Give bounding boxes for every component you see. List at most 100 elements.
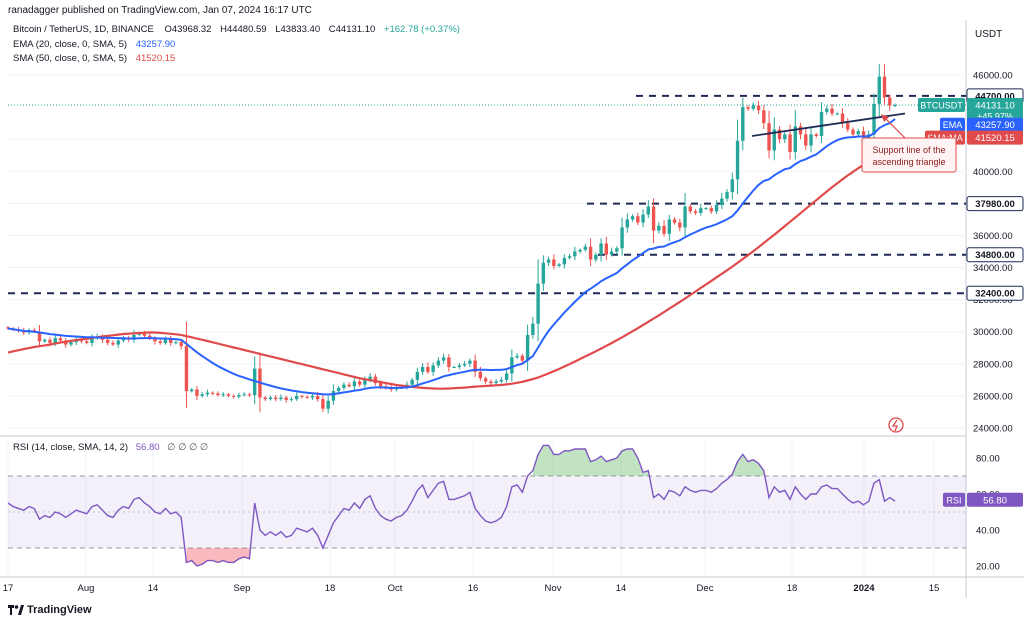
rsi-legend-value: 56.80 [135,442,160,453]
candle-body [478,371,483,379]
rsi-line [7,444,896,567]
ohlc-low: L43833.40 [275,24,321,35]
candle-body [90,338,94,343]
time-tick-label: Oct [388,583,403,594]
moving-averages [7,112,906,396]
ema-20-line [7,118,896,396]
candle-body [111,342,115,345]
candle-body [720,198,724,205]
ema-legend-value: 43257.90 [135,39,176,50]
price-tick-label: 36000.00 [973,231,1013,242]
candle-body [557,264,561,266]
ema-legend-label: EMA (20, close, 0, SMA, 5) [13,39,128,50]
candle-body [378,383,383,387]
candle-body [541,262,546,284]
ohlc-close: C44131.10 [328,24,376,35]
level-badge-text: 44700.00 [975,91,1015,102]
candle-body [305,396,309,398]
symbol-badge [918,97,965,112]
symbol-name[interactable]: Bitcoin / TetherUS, 1D, BINANCE [13,24,154,35]
tradingview-logo[interactable]: TradingView [8,604,92,616]
time-tick-label: Nov [545,583,562,594]
candle-body [636,216,640,223]
candle-body [184,346,189,392]
candle-body [846,123,850,130]
candle-body [830,108,834,114]
price-tick-label: 30000.00 [973,327,1013,338]
candle-body [872,103,876,135]
ema-name-badge-text: EMA [943,120,963,130]
level-badge [966,247,1024,263]
last-price-change: +45.97% [977,111,1013,121]
candle-body [877,76,881,104]
ema-value-badge [967,117,1023,132]
candle-body [210,392,215,394]
candle-body [43,339,47,342]
sma-50-line [7,145,896,390]
rsi-legend[interactable]: RSI (14, close, SMA, 14, 2) 56.80 ∅ ∅ ∅ … [13,442,208,453]
candle-body [861,131,866,138]
candle-body [725,192,729,199]
candle-body [662,225,666,234]
level-badge-text: 32400.00 [975,289,1015,300]
time-tick-label: 14 [616,583,627,594]
annotation-box [861,137,957,173]
event-bolt-icon [891,419,898,432]
candle-body [294,395,299,400]
candle-body [132,334,136,340]
candle-body [242,394,246,396]
rsi-value-badge-text: 56.80 [983,495,1007,506]
candle-body [594,254,598,260]
price-tick-label: 26000.00 [973,391,1013,402]
candle-body [604,243,609,255]
candle-body [48,339,52,343]
candle-body [195,389,199,396]
candle-body [888,97,892,106]
ema-legend[interactable]: EMA (20, close, 0, SMA, 5) 43257.90 [13,39,175,50]
time-tick-label: 2024 [853,583,875,594]
candle-body [69,342,73,345]
sma-legend[interactable]: SMA (50, close, 0, SMA, 5) 41520.15 [13,53,175,64]
candle-body [310,395,315,398]
rsi-tick-label: 20.00 [976,562,1000,573]
rsi-legend-extra: ∅ ∅ ∅ ∅ [167,442,209,453]
last-price-value: 44131.10 [975,100,1015,111]
candle-body [699,208,703,213]
candle-body [546,259,551,263]
candle-body [499,379,504,382]
rsi-oversold-fill [186,548,250,566]
time-tick-label: 17 [3,583,14,594]
candle-body [515,355,519,358]
candle-body [158,341,162,343]
horizontal-levels [8,94,966,295]
candle-body [525,334,530,361]
candle-body [520,355,525,361]
candle-body [840,113,845,124]
rsi-value-badge [967,492,1023,507]
candle-body [751,105,755,109]
rsi-band-fill [8,476,966,548]
candle-body [121,338,126,341]
candle-body [363,379,367,385]
time-tick-label: Sep [234,583,251,594]
candle-body [53,338,57,343]
candle-body [247,394,252,396]
candle-body [552,259,556,266]
candle-body [447,357,451,368]
candle-body [415,371,420,380]
candle-body [893,104,897,106]
sma-legend-label: SMA (50, close, 0, SMA, 5) [13,53,128,64]
sma-value-badge [967,130,1023,145]
ohlc-high: H44480.59 [220,24,267,35]
symbol-legend: Bitcoin / TetherUS, 1D, BINANCE O43968.3… [13,24,460,35]
candle-body [300,395,304,397]
support-trendline [751,112,906,137]
candle-body [116,340,120,345]
level-badge-text: 37980.00 [975,199,1015,210]
candle-body [457,365,462,368]
candle-body [651,206,656,231]
candle-body [693,211,698,213]
candle-body [856,131,860,135]
candle-body [190,389,194,392]
candle-body [37,331,42,342]
